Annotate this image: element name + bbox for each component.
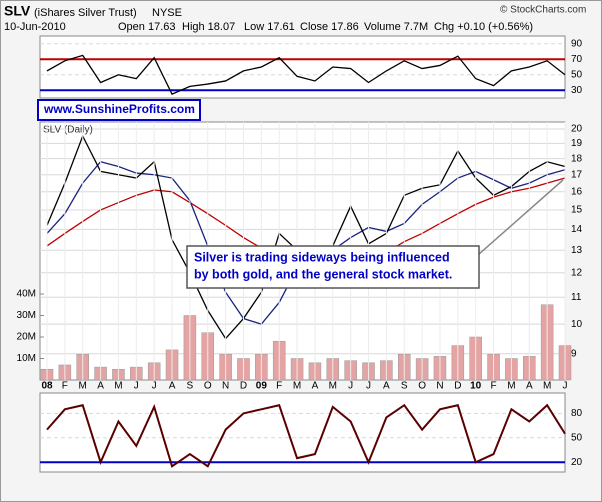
- y-tick-label: 10: [571, 319, 583, 330]
- website-box: [37, 99, 201, 121]
- x-tick-label: F: [490, 381, 496, 392]
- x-tick-label: A: [169, 381, 176, 392]
- y2-tick-label: 40M: [17, 289, 36, 300]
- panel-title: SLV (Daily): [43, 125, 93, 136]
- x-tick-label: D: [454, 381, 461, 392]
- x-tick-label: A: [97, 381, 104, 392]
- quote-item: Close 17.86: [300, 21, 359, 33]
- x-tick-label: 08: [41, 381, 53, 392]
- y-tick-label: 90: [571, 38, 583, 49]
- x-tick-label: 10: [470, 381, 482, 392]
- series-line: [46, 54, 566, 95]
- panel: [39, 392, 566, 473]
- y-tick-label: 13: [571, 245, 583, 256]
- x-tick-label: J: [134, 381, 139, 392]
- website: www.SunshineProfits.com: [43, 102, 195, 116]
- y-tick-label: 30: [571, 85, 583, 96]
- x-tick-label: S: [187, 381, 194, 392]
- callout-pointer: [469, 179, 564, 263]
- callout-box: [186, 245, 480, 289]
- y-tick-label: 15: [571, 205, 583, 216]
- security-name: (iShares Silver Trust): [34, 7, 137, 19]
- x-tick-label: F: [276, 381, 282, 392]
- x-tick-label: A: [526, 381, 533, 392]
- x-tick-label: N: [436, 381, 443, 392]
- x-tick-label: M: [543, 381, 551, 392]
- y-tick-label: 20: [571, 124, 583, 135]
- x-tick-label: J: [348, 381, 353, 392]
- x-tick-label: O: [418, 381, 426, 392]
- date: 10-Jun-2010: [4, 21, 66, 33]
- quote-item: Open 17.63: [118, 21, 176, 33]
- x-tick-label: J: [563, 381, 568, 392]
- quote-item: Low 17.61: [244, 21, 295, 33]
- y2-tick-label: 10M: [17, 353, 36, 364]
- x-tick-label: M: [293, 381, 301, 392]
- y-tick-label: 80: [571, 408, 583, 419]
- symbol: SLV: [4, 3, 31, 19]
- y-tick-label: 14: [571, 224, 583, 235]
- x-tick-label: N: [222, 381, 229, 392]
- x-tick-label: S: [401, 381, 408, 392]
- y-tick-label: 50: [571, 69, 583, 80]
- x-tick-label: M: [79, 381, 87, 392]
- y-tick-label: 11: [571, 292, 582, 303]
- x-tick-label: A: [383, 381, 390, 392]
- x-tick-label: D: [240, 381, 247, 392]
- y-tick-label: 17: [571, 169, 583, 180]
- y-tick-label: 19: [571, 138, 583, 149]
- quote-item: Volume 7.7M: [364, 21, 428, 33]
- y-tick-label: 16: [571, 186, 583, 197]
- x-tick-label: A: [312, 381, 319, 392]
- x-tick-label: M: [329, 381, 337, 392]
- callout-text: by both gold, and the general stock mark…: [194, 267, 452, 281]
- y-tick-label: 12: [571, 267, 583, 278]
- y2-tick-label: 20M: [17, 332, 36, 343]
- y-tick-label: 50: [571, 432, 583, 443]
- x-tick-label: M: [507, 381, 515, 392]
- quote-item: Chg +0.10 (+0.56%): [434, 21, 533, 33]
- x-tick-label: 09: [256, 381, 268, 392]
- series-line: [46, 403, 566, 468]
- x-tick-label: J: [366, 381, 371, 392]
- callout-text: Silver is trading sideways being influen…: [194, 250, 450, 264]
- y-tick-label: 70: [571, 54, 583, 65]
- exchange: NYSE: [152, 7, 182, 19]
- x-tick-label: M: [114, 381, 122, 392]
- x-tick-label: O: [204, 381, 212, 392]
- credit: © StockCharts.com: [500, 5, 586, 16]
- y-tick-label: 9: [571, 348, 577, 359]
- x-tick-label: J: [152, 381, 157, 392]
- panel: [39, 35, 566, 99]
- y-tick-label: 20: [571, 457, 583, 468]
- x-tick-label: F: [62, 381, 68, 392]
- y2-tick-label: 30M: [17, 310, 36, 321]
- y-tick-label: 18: [571, 153, 583, 164]
- quote-item: High 18.07: [182, 21, 235, 33]
